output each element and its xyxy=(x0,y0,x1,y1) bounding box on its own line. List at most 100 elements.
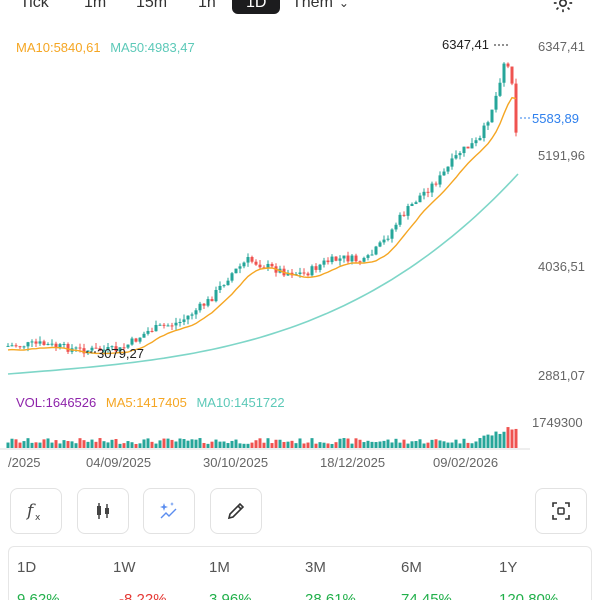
price-chart[interactable]: 6347,41 5583,89 5191,96 4036,51 2881,07 … xyxy=(0,0,600,480)
candle-body xyxy=(198,303,202,311)
candle-body xyxy=(426,191,430,193)
candle-body xyxy=(386,238,390,240)
perf-value-6m: 74,45% xyxy=(401,591,452,600)
volume-bar xyxy=(410,441,414,448)
candle-body xyxy=(498,82,502,96)
volume-bar xyxy=(178,438,182,448)
candle-body xyxy=(18,346,22,348)
volume-bar xyxy=(458,443,462,448)
x-tick-5: 09/02/2026 xyxy=(433,455,498,470)
volume-bar xyxy=(214,439,218,448)
x-tick-3: 30/10/2025 xyxy=(203,455,268,470)
y-tick-1: 6347,41 xyxy=(538,39,585,54)
volume-bar xyxy=(170,439,174,448)
volume-bar xyxy=(118,443,122,448)
candle-body xyxy=(370,254,374,256)
volume-bar xyxy=(294,443,298,448)
candle-body xyxy=(414,202,418,204)
volume-bar xyxy=(158,440,162,448)
candle-body xyxy=(62,343,66,345)
tab-1d[interactable]: 1D xyxy=(232,0,281,14)
volume-bar xyxy=(66,441,70,448)
candle-body xyxy=(322,260,326,265)
candle-body xyxy=(330,256,334,263)
candle-body xyxy=(166,325,170,327)
volume-bar xyxy=(454,439,458,448)
settings-icon[interactable] xyxy=(552,0,574,14)
ai-button[interactable] xyxy=(143,488,195,534)
volume-bar xyxy=(494,431,498,448)
candle-body xyxy=(390,229,394,239)
volume-bar xyxy=(318,442,322,448)
volume-bar xyxy=(190,439,194,448)
volume-bar xyxy=(338,438,342,448)
performance-panel: 1D 1W 1M 3M 6M 1Y 9,62% -8,22% 3,96% 28,… xyxy=(8,546,592,600)
draw-button[interactable] xyxy=(210,488,262,534)
tab-1h[interactable]: 1h xyxy=(198,0,216,11)
volume-bar xyxy=(26,438,30,448)
indicator-button[interactable]: f x xyxy=(10,488,62,534)
candle-body xyxy=(258,264,262,268)
volume-bar xyxy=(278,439,282,448)
volume-bar xyxy=(366,440,370,448)
candle-body xyxy=(54,343,58,348)
volume-bar xyxy=(266,438,270,448)
tab-15m[interactable]: 15m xyxy=(136,0,168,11)
candle-body xyxy=(442,171,446,176)
volume-bar xyxy=(446,442,450,448)
volume-bar xyxy=(442,441,446,448)
volume-bar xyxy=(102,441,106,448)
fullscreen-button[interactable] xyxy=(535,488,587,534)
candle-body xyxy=(210,299,214,302)
chart-type-button[interactable] xyxy=(77,488,129,534)
volume-bar xyxy=(226,443,230,448)
candle-body xyxy=(470,143,474,149)
candle-body xyxy=(406,206,410,216)
x-tick-4: 18/12/2025 xyxy=(320,455,385,470)
candle-body xyxy=(214,289,218,302)
volume-bar xyxy=(162,438,166,448)
volume-bar xyxy=(202,442,206,448)
candle-body xyxy=(130,338,134,345)
high-marker: 6347,41 xyxy=(442,37,489,52)
candles xyxy=(6,62,518,358)
volume-bar xyxy=(470,443,474,448)
chart-toolbar: f x xyxy=(10,488,590,536)
candle-body xyxy=(6,345,10,347)
candle-body xyxy=(246,257,250,263)
volume-bar xyxy=(146,438,150,448)
candle-body xyxy=(346,255,350,262)
tab-tick[interactable]: Tick xyxy=(20,0,49,11)
volume-bar xyxy=(302,443,306,448)
candle-body xyxy=(182,319,186,322)
candle-body xyxy=(238,266,242,269)
candle-body xyxy=(58,344,62,348)
volume-bar xyxy=(198,438,202,448)
volume-bar xyxy=(342,438,346,448)
volume-bar xyxy=(86,441,90,448)
volume-bar xyxy=(262,442,266,448)
volume-bar xyxy=(282,441,286,448)
candle-body xyxy=(186,315,190,320)
candle-body xyxy=(458,153,462,156)
candle-body xyxy=(26,342,30,347)
candle-body xyxy=(366,255,370,258)
perf-value-1y: 120,80% xyxy=(499,591,559,600)
volume-bar xyxy=(298,438,302,448)
candle-body xyxy=(94,347,98,349)
candle-body xyxy=(302,272,306,274)
candle-body xyxy=(478,138,482,141)
volume-bar xyxy=(474,441,478,448)
volume-bar xyxy=(422,443,426,448)
candle-body xyxy=(154,325,158,332)
volume-bar xyxy=(122,443,126,448)
candle-body xyxy=(474,140,478,144)
candle-body xyxy=(90,347,94,351)
candle-body xyxy=(306,273,310,276)
tab-1m[interactable]: 1m xyxy=(84,0,107,11)
x-tick-1: /2025 xyxy=(8,455,41,470)
tab-more[interactable]: Thêm ⌄ xyxy=(292,0,349,20)
volume-bar xyxy=(210,441,214,448)
volume-bar xyxy=(362,442,366,448)
volume-bar xyxy=(326,443,330,448)
